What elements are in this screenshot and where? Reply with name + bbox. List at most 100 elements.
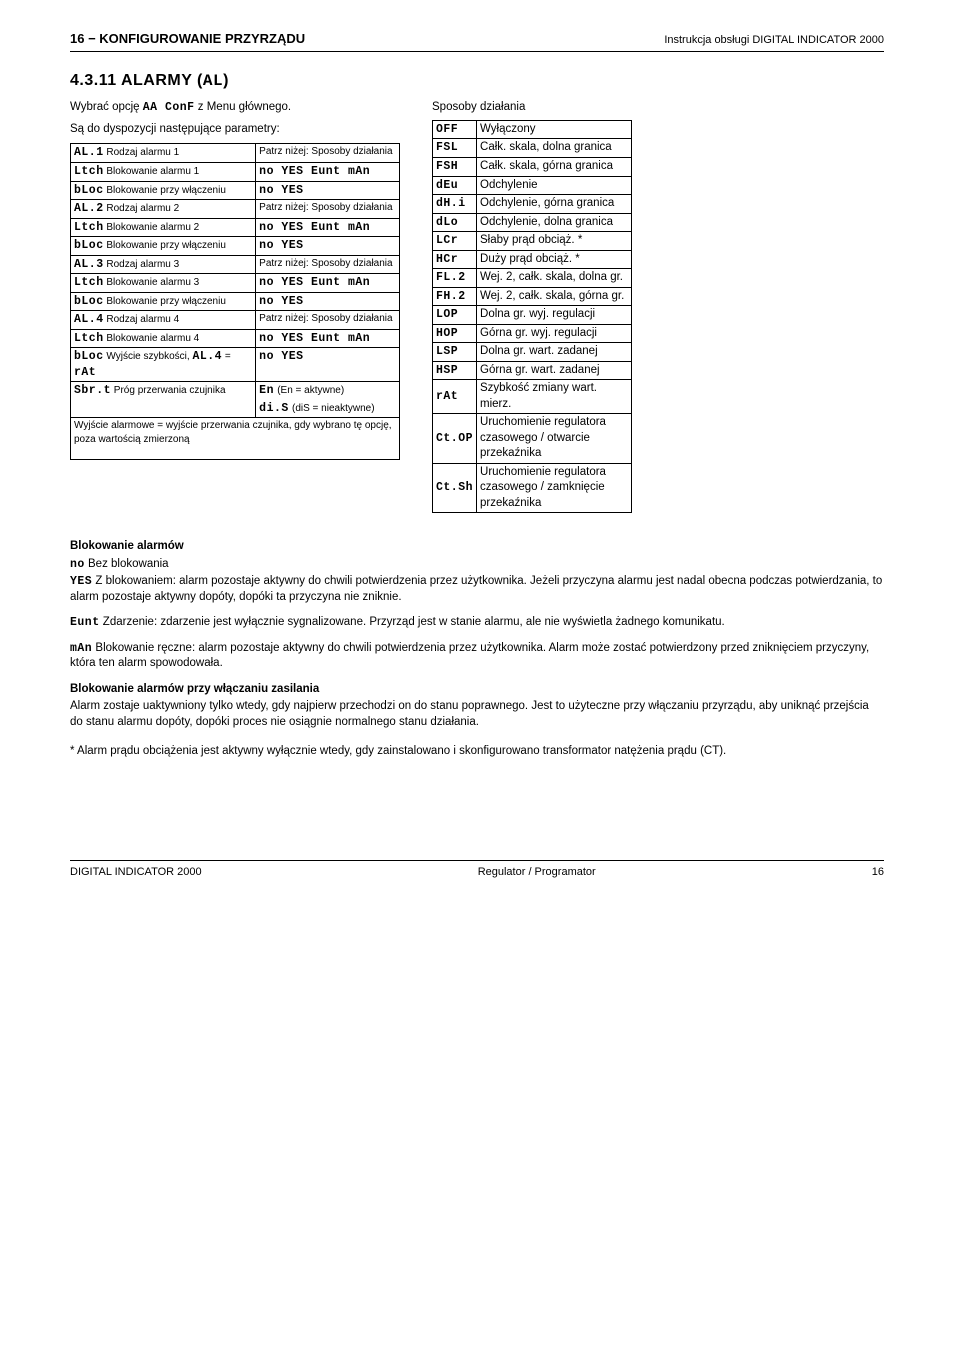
right-cell-txt: Górna gr. wyj. regulacji (477, 324, 632, 343)
seg-label: dEu (436, 179, 458, 192)
cell-txt: Blokowanie przy włączeniu (104, 185, 226, 196)
last-seg: di.S (259, 402, 289, 415)
table-row: dLo Odchylenie, dolna granica (433, 213, 632, 232)
table-row: OFFWyłączony (433, 120, 632, 139)
latch-txt: Bez blokowania (85, 558, 169, 570)
table-row: Ltch Blokowanie alarmu 1 no YES Eunt mAn (71, 162, 400, 181)
title-prefix: 4.3.11 ALARMY ( (70, 72, 203, 89)
right-column: Sposoby działania OFFWyłączonyFSLCałk. s… (432, 100, 632, 513)
footer-center: Regulator / Programator (202, 865, 872, 880)
right-cell-txt: Górna gr. wart. zadanej (477, 361, 632, 380)
table-row: Ltch Blokowanie alarmu 2no YES Eunt mAn (71, 218, 400, 237)
cell-right-seg: no YES (259, 295, 303, 308)
right-cell-txt: Odchylenie, dolna granica (477, 213, 632, 232)
page-header: 16 − KONFIGUROWANIE PRZYRZĄDU Instrukcja… (70, 30, 884, 52)
latch-block: Blokowanie alarmów no Bez blokowania YES… (70, 539, 884, 672)
cell-right-seg: no YES Eunt mAn (259, 165, 370, 178)
cell-txt: Wyjście szybkości, (104, 351, 193, 362)
table-row: LCrSłaby prąd obciąż. * (433, 232, 632, 251)
seg-label: dLo (436, 216, 458, 229)
star-note: * Alarm prądu obciążenia jest aktywny wy… (70, 744, 884, 760)
cell-seg: Ltch (74, 332, 104, 345)
cell-seg: AL.2 (74, 202, 104, 215)
table-row: HOPGórna gr. wyj. regulacji (433, 324, 632, 343)
cell-seg: AL.1 (74, 146, 104, 159)
seg-label: HCr (436, 253, 458, 266)
seg-label: FSH (436, 160, 458, 173)
table-row: dEuOdchylenie (433, 176, 632, 195)
right-cell-txt: Wyłączony (477, 120, 632, 139)
cell-mid: = (222, 351, 231, 362)
right-cell-txt: Słaby prąd obciąż. * (477, 232, 632, 251)
right-cell-seg: Ct.OP (433, 414, 477, 464)
seg-label: dH.i (436, 197, 466, 210)
header-left: 16 − KONFIGUROWANIE PRZYRZĄDU (70, 30, 305, 48)
right-cell-seg: HCr (433, 250, 477, 269)
cell-txt: Rodzaj alarmu 4 (104, 314, 180, 325)
cell-txt: Blokowanie alarmu 1 (104, 166, 200, 177)
latch-txt: Z blokowaniem: alarm pozostaje aktywny d… (70, 575, 882, 603)
table-row: Wyjście alarmowe = wyjście przerwania cz… (71, 418, 400, 460)
right-intro: Sposoby działania (432, 100, 632, 116)
cell-seg2: AL.4 (192, 350, 222, 363)
table-row: AL.1 Rodzaj alarmu 1 Patrz niżej: Sposoby… (71, 144, 400, 163)
right-cell-txt: Wej. 2, całk. skala, górna gr. (477, 287, 632, 306)
bloc-text: Alarm zostaje uaktywniony tylko wtedy, g… (70, 699, 884, 730)
right-cell-seg: FH.2 (433, 287, 477, 306)
instr1b: z Menu głównego. (195, 101, 292, 113)
cell-right-seg: no YES Eunt mAn (259, 276, 370, 289)
table-row: rAt Szybkość zmiany wart. mierz. (433, 380, 632, 414)
cell-right: Patrz niżej: Sposoby działania (256, 144, 400, 163)
latch-seg: Eunt (70, 616, 100, 629)
cell-txt: Próg przerwania czujnika (111, 385, 226, 396)
right-cell-txt: Wej. 2, całk. skala, dolna gr. (477, 269, 632, 288)
table-row: AL.2 Rodzaj alarmu 2Patrz niżej: Sposoby… (71, 200, 400, 219)
table-row: LOPDolna gr. wyj. regulacji (433, 306, 632, 325)
cell-txt: Rodzaj alarmu 3 (104, 259, 180, 270)
seg-label: rAt (436, 390, 458, 403)
cell-post: (En = aktywne) (277, 385, 344, 396)
latch-txt: Zdarzenie: zdarzenie jest wyłącznie sygn… (100, 616, 725, 628)
header-right: Instrukcja obsługi DIGITAL INDICATOR 200… (664, 33, 884, 48)
title-seg: AL (203, 72, 223, 90)
right-cell-seg: OFF (433, 120, 477, 139)
cell-right-seg: no YES (259, 239, 303, 252)
right-cell-seg: dH.i (433, 195, 477, 214)
cell-seg: Ltch (74, 221, 104, 234)
seg-label: FSL (436, 141, 458, 154)
section-title: 4.3.11 ALARMY (AL) (70, 70, 884, 93)
table-row: bLoc Blokowanie przy włączeniuno YES (71, 181, 400, 200)
table-row: Ct.OPUruchomienie regulatora czasowego /… (433, 414, 632, 464)
table-row: dH.i Odchylenie, górna granica (433, 195, 632, 214)
right-cell-txt: Dolna gr. wyj. regulacji (477, 306, 632, 325)
instr1seg: AA ConF (143, 101, 195, 114)
instruction-1: Wybrać opcję AA ConF z Menu głównego. (70, 100, 400, 116)
right-cell-txt: Szybkość zmiany wart. mierz. (477, 380, 632, 414)
cell-seg3: rAt (74, 366, 96, 379)
cell-txt: Blokowanie alarmu 2 (104, 222, 200, 233)
right-cell-txt: Odchylenie, górna granica (477, 195, 632, 214)
seg-label: LSP (436, 345, 458, 358)
cell-seg: Sbr.t (74, 384, 111, 397)
instruction-2: Są do dyspozycji następujące parametry: (70, 122, 400, 138)
table-row: FSLCałk. skala, dolna granica (433, 139, 632, 158)
cell-right-seg: no YES (259, 184, 303, 197)
table-row: LSPDolna gr. wart. zadanej (433, 343, 632, 362)
right-cell-seg: HOP (433, 324, 477, 343)
cell-seg: bLoc (74, 350, 104, 363)
bloc-block: Blokowanie alarmów przy włączaniu zasila… (70, 682, 884, 731)
right-cell-seg: dEu (433, 176, 477, 195)
table-row: bLoc Blokowanie przy włączeniuno YES (71, 292, 400, 311)
table-row: HSP Górna gr. wart. zadanej (433, 361, 632, 380)
table-row: AL.3 Rodzaj alarmu 3Patrz niżej: Sposoby… (71, 255, 400, 274)
cell-txt: Blokowanie przy włączeniu (104, 296, 226, 307)
seg-label: HSP (436, 364, 458, 377)
right-cell-seg: rAt (433, 380, 477, 414)
cell-seg: AL.4 (74, 313, 104, 326)
right-cell-seg: FL.2 (433, 269, 477, 288)
right-cell-txt: Uruchomienie regulatora czasowego / zamk… (477, 463, 632, 513)
cell-txt: Rodzaj alarmu 1 (104, 147, 180, 158)
main-table: AL.1 Rodzaj alarmu 1 Patrz niżej: Sposoby… (70, 143, 400, 460)
seg-label: FH.2 (436, 290, 466, 303)
cell-seg: Ltch (74, 165, 104, 178)
